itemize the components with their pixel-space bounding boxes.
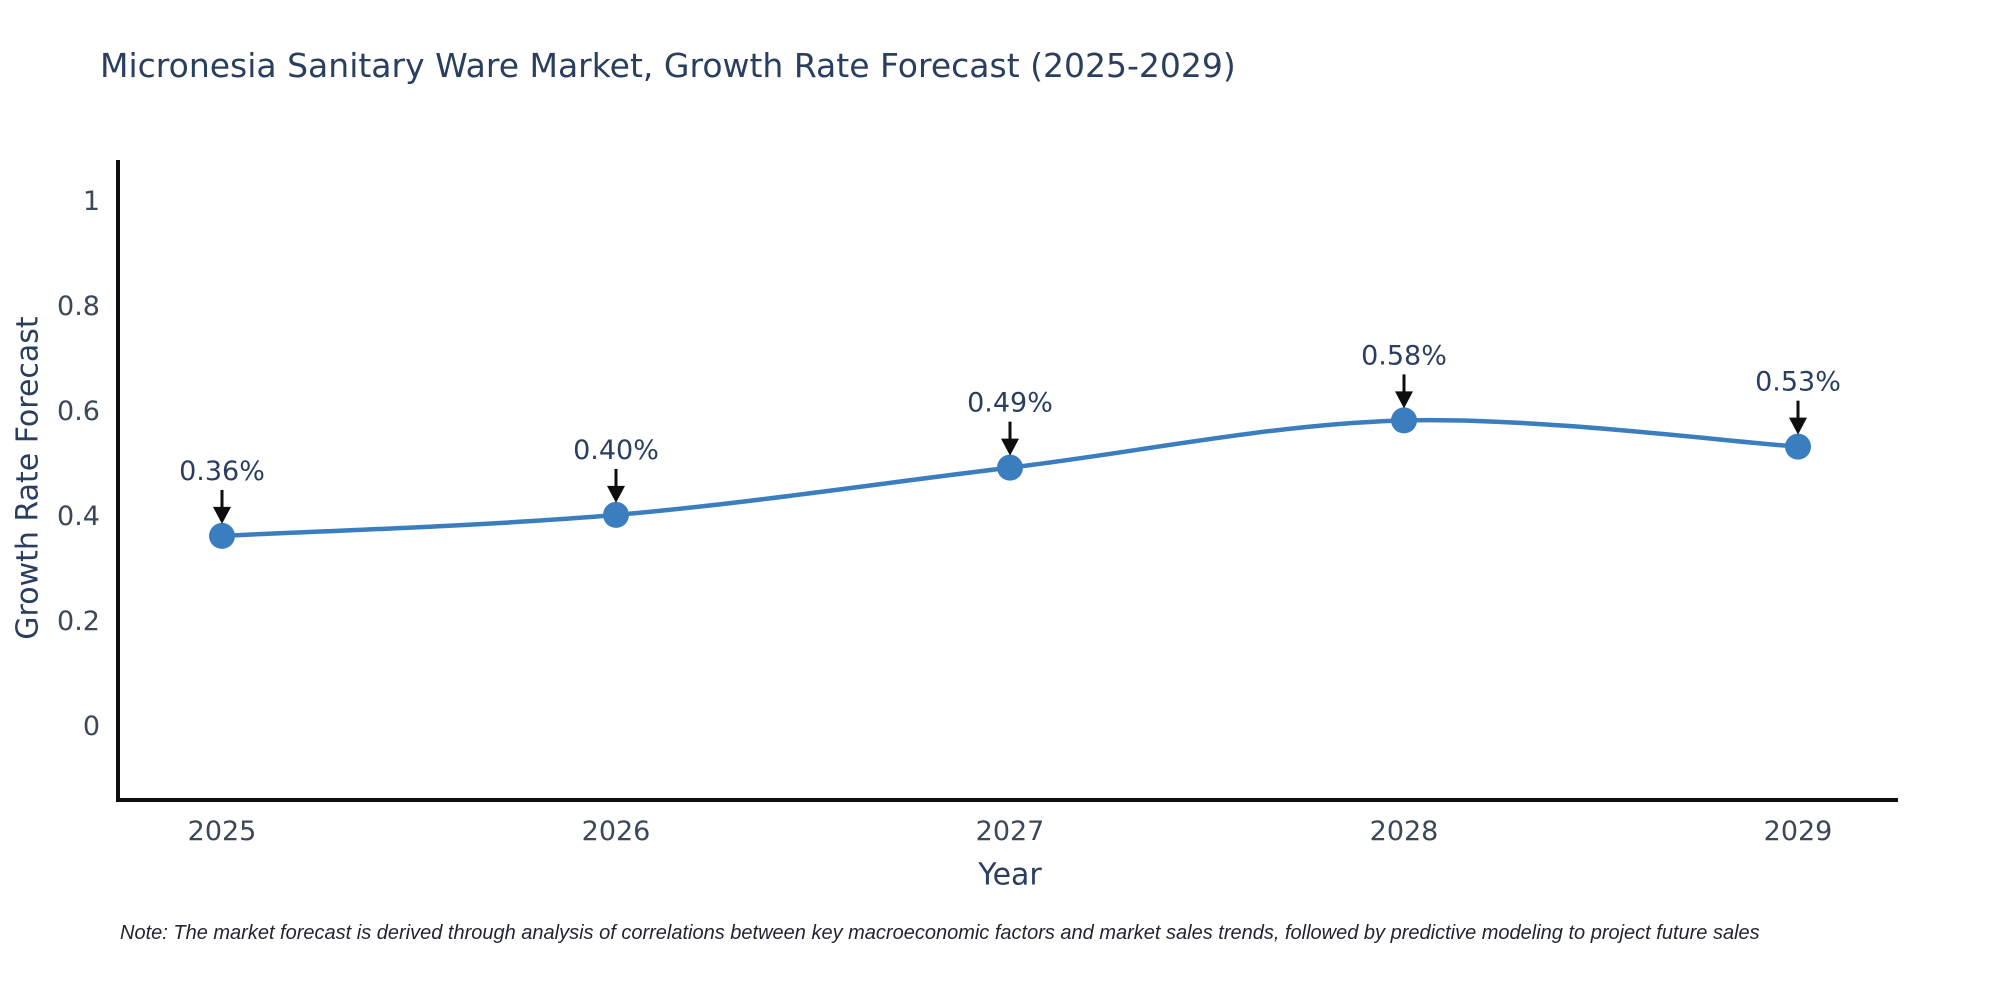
data-point-marker: [997, 454, 1023, 481]
annotation-arrowhead: [1789, 417, 1807, 435]
annotation-arrowhead: [607, 485, 625, 503]
x-tick-label: 2028: [1370, 816, 1439, 847]
data-point-label: 0.36%: [179, 456, 265, 487]
y-tick-label: 0.6: [57, 396, 100, 427]
data-point-label: 0.53%: [1755, 367, 1841, 398]
data-point-marker: [603, 501, 629, 528]
annotation-arrowhead: [213, 506, 231, 524]
x-tick-label: 2025: [188, 816, 257, 847]
y-tick-label: 0.4: [57, 501, 100, 532]
y-tick-label: 0.2: [57, 606, 100, 637]
data-point-label: 0.58%: [1361, 340, 1447, 371]
y-tick-label: 0: [83, 711, 100, 742]
axis-spine: [116, 160, 1898, 802]
x-tick-label: 2026: [582, 816, 651, 847]
x-tick-label: 2029: [1764, 816, 1833, 847]
y-tick-label: 0.8: [57, 291, 100, 322]
data-point-marker: [1391, 407, 1417, 434]
chart-title: Micronesia Sanitary Ware Market, Growth …: [100, 46, 1236, 85]
data-point-label: 0.40%: [573, 435, 659, 466]
footnote: Note: The market forecast is derived thr…: [120, 922, 1760, 944]
annotation-arrowhead: [1001, 438, 1019, 456]
x-tick-label: 2027: [976, 816, 1045, 847]
annotation-arrowhead: [1395, 391, 1413, 409]
data-point-marker: [209, 522, 235, 549]
x-axis-title: Year: [978, 857, 1042, 893]
data-point-marker: [1785, 433, 1811, 460]
y-tick-label: 1: [83, 186, 100, 217]
data-point-label: 0.49%: [967, 388, 1053, 419]
